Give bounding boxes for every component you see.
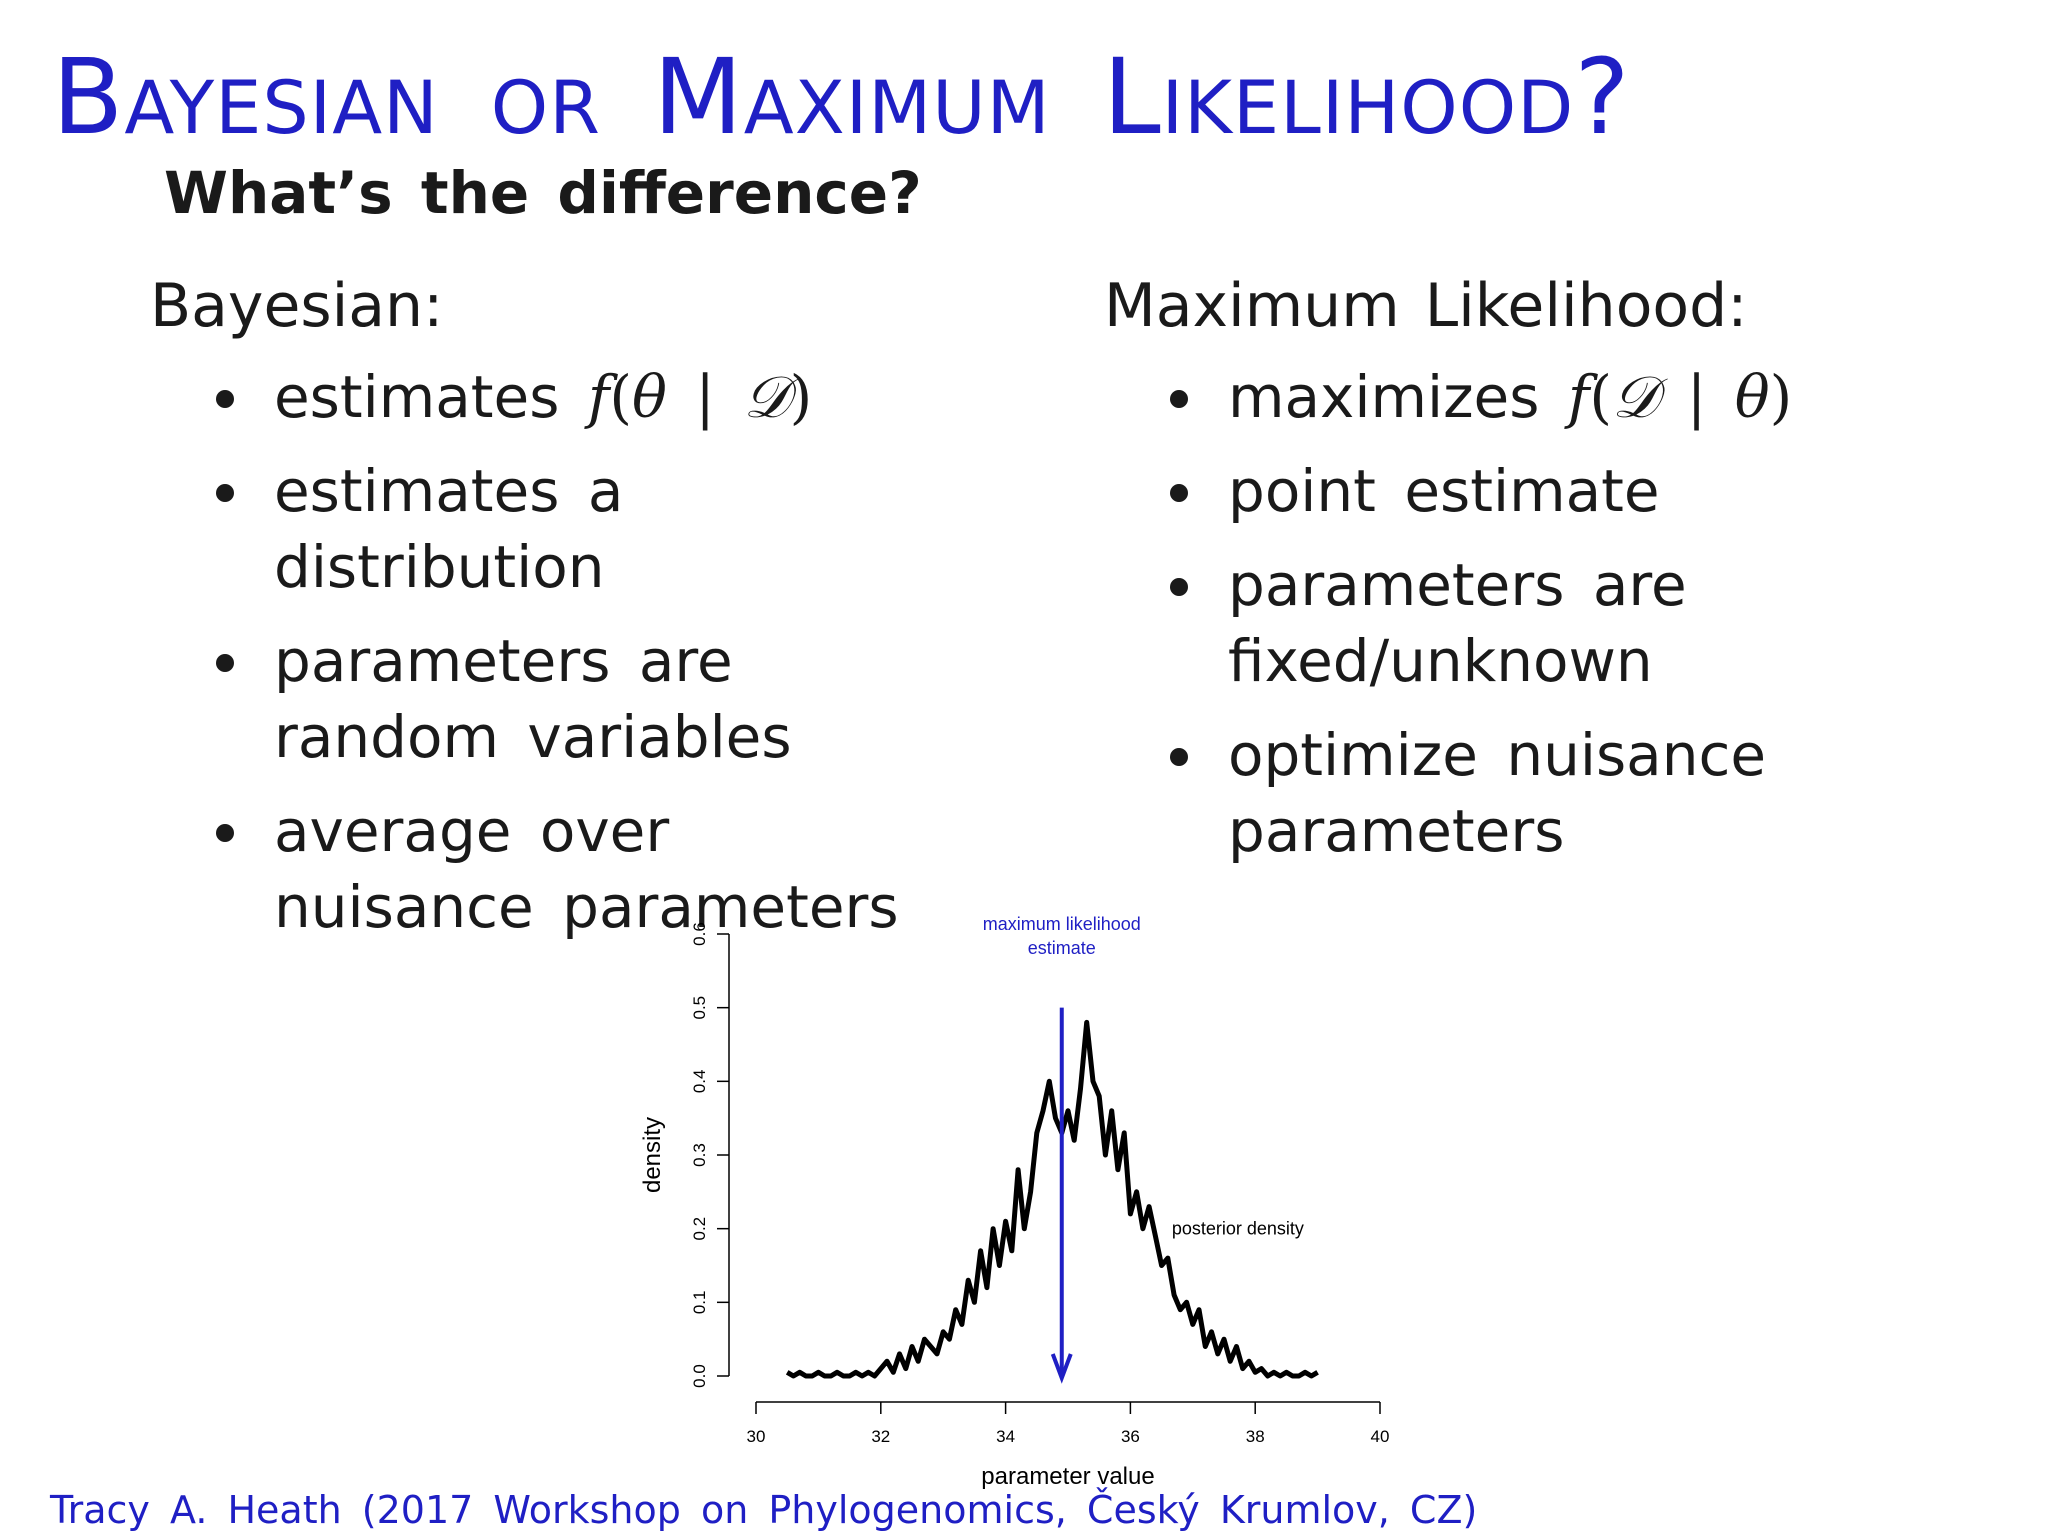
bullet-dot-icon xyxy=(1170,484,1188,502)
x-axis-label: parameter value xyxy=(981,1463,1154,1490)
x-tick-label: 34 xyxy=(996,1427,1015,1446)
bayesian-heading: Bayesian: xyxy=(150,271,444,341)
posterior-density-label: posterior density xyxy=(1172,1219,1304,1239)
x-tick-label: 32 xyxy=(871,1427,890,1446)
math-sep: | xyxy=(666,363,744,431)
x-tick-label: 38 xyxy=(1246,1427,1265,1446)
bullet-text: estimates a distribution xyxy=(274,457,624,601)
y-axis-label: density xyxy=(639,1117,666,1193)
bayesian-bullet-4: average over nuisance parameters xyxy=(150,793,950,945)
bullet-text: point estimate xyxy=(1228,457,1660,525)
ml-column: Maximum Likelihood: maximizes f(𝒟 | θ) p… xyxy=(1104,272,1964,887)
slide-subtitle: What’s the difference? xyxy=(164,159,922,227)
bullet-text: estimates xyxy=(274,363,588,431)
chart-svg: 30 32 34 36 38 40 0.0 0.1 0.2 0.3 0.4 0.5 0.6 paramet… xyxy=(639,914,1390,1490)
ml-bullet-list: maximizes f(𝒟 | θ) point estimate parame… xyxy=(1104,359,1964,869)
ml-bullet-3: parameters are fixed/unknown xyxy=(1104,547,1964,699)
x-tick-label: 40 xyxy=(1371,1427,1390,1446)
ml-estimate-label: maximum likelihood xyxy=(983,914,1141,934)
posterior-density-chart: 30 32 34 36 38 40 0.0 0.1 0.2 0.3 0.4 0.5 0.6 paramet… xyxy=(624,900,1444,1490)
bullet-text: parameters are fixed/unknown xyxy=(1228,551,1687,695)
y-tick-label: 0.0 xyxy=(690,1364,709,1388)
bayesian-bullet-list: estimates f(θ | 𝒟) estimates a distribut… xyxy=(150,359,950,945)
math-arg-b: θ xyxy=(1734,363,1770,431)
ml-estimate-arrowhead xyxy=(1050,1353,1073,1384)
ml-bullet-4: optimize nuisance parameters xyxy=(1104,717,1964,869)
math-arg-a: θ xyxy=(632,363,667,431)
ml-bullet-2: point estimate xyxy=(1104,453,1964,529)
bullet-dot-icon xyxy=(1170,748,1188,766)
math-expression: f(θ | 𝒟) xyxy=(588,363,812,431)
x-tick-label: 30 xyxy=(747,1427,766,1446)
bullet-text: average over nuisance parameters xyxy=(274,797,899,941)
slide-title: Bayesian or Maximum Likelihood? xyxy=(52,36,1631,158)
y-tick-label: 0.4 xyxy=(690,1070,709,1094)
math-fn: f xyxy=(587,363,610,431)
math-fn: f xyxy=(1567,363,1590,431)
x-tick-label: 36 xyxy=(1121,1427,1140,1446)
math-expression: f(𝒟 | θ) xyxy=(1568,363,1792,431)
y-tick-label: 0.6 xyxy=(690,922,709,946)
bayesian-column: Bayesian: estimates f(θ | 𝒟) estimates a… xyxy=(150,272,950,963)
posterior-density-line xyxy=(785,1019,1319,1379)
slide-footer: Tracy A. Heath (2017 Workshop on Phyloge… xyxy=(50,1488,1478,1532)
bullet-dot-icon xyxy=(216,824,234,842)
bayesian-bullet-3: parameters are random variables xyxy=(150,623,950,775)
bullet-dot-icon xyxy=(1170,578,1188,596)
math-sep: | xyxy=(1658,363,1735,431)
bullet-text: maximizes xyxy=(1228,363,1568,431)
math-close: ) xyxy=(789,363,813,431)
bullet-dot-icon xyxy=(216,654,234,672)
bullet-dot-icon xyxy=(216,484,234,502)
y-tick-label: 0.5 xyxy=(690,996,709,1020)
bullet-dot-icon xyxy=(1170,390,1188,408)
math-open: ( xyxy=(609,363,632,431)
math-open: ( xyxy=(1589,363,1612,431)
bullet-text: optimize nuisance parameters xyxy=(1228,721,1767,865)
ml-heading: Maximum Likelihood: xyxy=(1104,271,1748,341)
ml-bullet-1: maximizes f(𝒟 | θ) xyxy=(1104,359,1964,435)
math-arg-b: 𝒟 xyxy=(743,363,790,431)
math-arg-a: 𝒟 xyxy=(1611,363,1659,431)
y-tick-label: 0.2 xyxy=(690,1217,709,1241)
math-close: ) xyxy=(1769,363,1793,431)
y-tick-label: 0.3 xyxy=(690,1143,709,1167)
bullet-dot-icon xyxy=(216,390,234,408)
bayesian-bullet-1: estimates f(θ | 𝒟) xyxy=(150,359,950,435)
y-tick-label: 0.1 xyxy=(690,1291,709,1315)
bayesian-bullet-2: estimates a distribution xyxy=(150,453,950,605)
ml-estimate-label: estimate xyxy=(1028,938,1096,958)
bullet-text: parameters are random variables xyxy=(274,627,792,771)
